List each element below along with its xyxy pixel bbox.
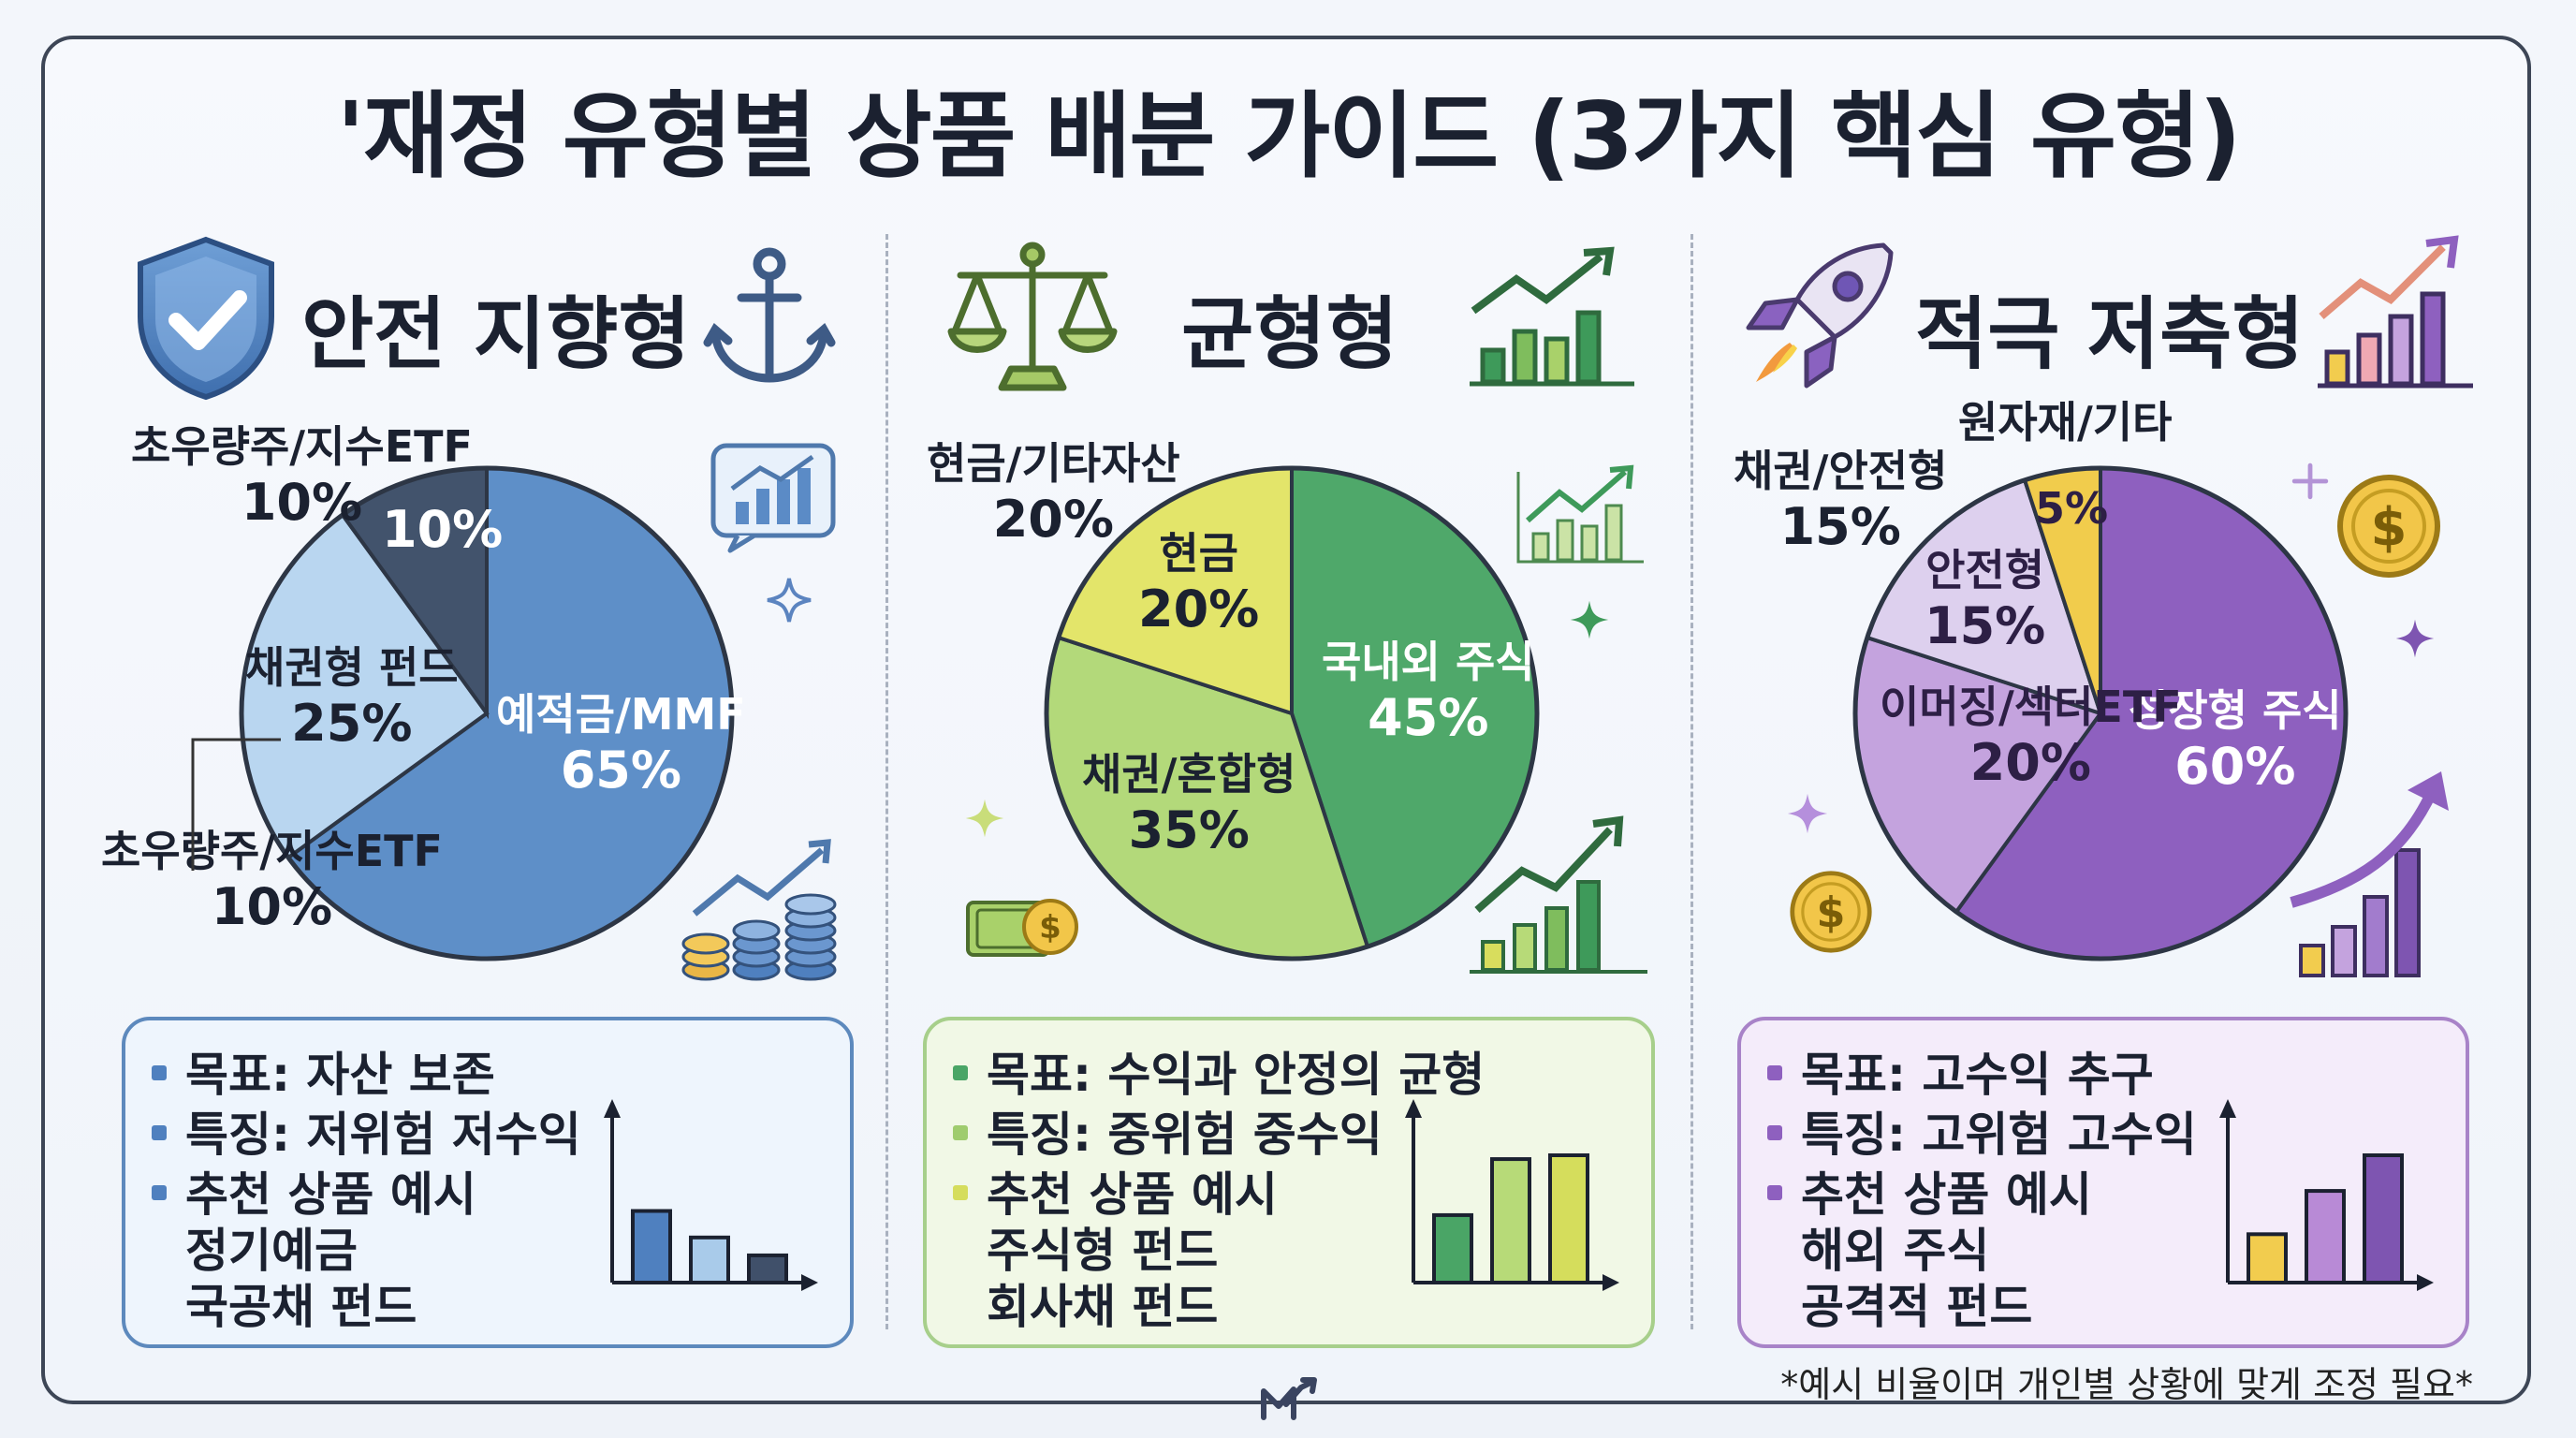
safe-mini-bar-0 [631,1209,672,1284]
growth-arrow-bars-icon [2290,771,2449,977]
balanced-pie-chart [1044,465,1540,961]
balanced-mini-bar-0 [1432,1212,1473,1284]
page-title: '재정 유형별 상품 배분 가이드 (3가지 핵심 유형) [336,81,2241,191]
aggressive-outer-label-commodity: 원자재/기타 [1958,397,2173,448]
aggressive-product-1: 해외 주식 [1801,1224,1990,1278]
balanced-feature: 특징: 중위험 중수익 [953,1097,1383,1165]
safe-goal: 목표: 자산 보존 [152,1037,495,1105]
safe-recommend: 추천 상품 예시 [152,1157,476,1225]
footnote: *예시 비율이며 개인별 상황에 맞게 조정 필요* [1780,1364,2473,1405]
safe-product-1: 정기예금 [185,1224,358,1278]
column-divider-1 [886,234,888,1329]
safe-mini-bar-chart [604,1099,818,1291]
balanced-product-2: 회사채 펀드 [987,1280,1219,1334]
growth-bars-icon [1470,815,1647,974]
growth-chart-small-icon [1516,464,1644,564]
balanced-mini-axis-arrow-y [1405,1099,1422,1118]
safe-mini-bar-2 [747,1253,788,1284]
rocket-icon [1746,242,1894,389]
safe-outer-label-bottom: 초우량주/지수ETF 10% [101,826,443,937]
aggressive-slice-label-growth: 성장형 주식 60% [2129,685,2342,797]
aggressive-heading: 적극 저축형 [1915,288,2305,380]
aggressive-slice-label-emerging: 이머징/섹터ETF 20% [1880,682,2182,793]
balanced-outer-label: 현금/기타자산 20% [927,438,1180,550]
sparkle-icon [767,578,812,623]
aggressive-mini-axis-arrow-y [2219,1099,2236,1118]
safe-pie-outline [239,465,735,961]
aggressive-mini-bar-chart [2219,1099,2434,1291]
balanced-mini-bar-1 [1490,1157,1531,1284]
safe-mini-axis-arrow-x [801,1274,818,1291]
growth-chart-icon [2318,235,2473,389]
aggressive-mini-bar-1 [2305,1189,2346,1284]
coin-stack-icon [681,839,837,981]
balanced-slice-label-stock: 국내외 주식 45% [1322,637,1535,748]
safe-info-panel: 목표: 자산 보존 특징: 저위험 저수익 추천 상품 예시 정기예금 국공채 … [122,1017,854,1348]
safe-feature: 특징: 저위험 저수익 [152,1097,581,1165]
balanced-info-panel: 목표: 수익과 안정의 균형 특징: 중위험 중수익 추천 상품 예시 주식형 … [923,1017,1655,1348]
sparkle-icon [1570,600,1609,639]
balanced-pie-outline [1044,465,1540,961]
aggressive-recommend: 추천 상품 예시 [1767,1157,2092,1225]
balanced-slice-label-bond: 채권/혼합형 35% [1082,749,1296,860]
aggressive-pie-chart [1852,465,2349,961]
balanced-goal: 목표: 수익과 안정의 균형 [953,1037,1485,1105]
aggressive-mini-bar-0 [2247,1232,2288,1285]
aggressive-mini-bar-2 [2363,1153,2404,1284]
balanced-recommend: 추천 상품 예시 [953,1157,1278,1225]
column-divider-2 [1690,234,1693,1329]
sparkle-icon [965,799,1004,838]
balanced-heading: 균형형 [1181,288,1398,380]
safe-slice-label-stock: 10% [382,500,504,559]
logo-icon [1261,1377,1317,1420]
safe-slice-label-bond: 채권형 펀드 25% [245,642,459,754]
safe-leader-line [191,738,281,871]
aggressive-pie-outline [1852,465,2349,961]
dollar-coin-icon: $ [2337,475,2440,578]
aggressive-feature: 특징: 고위험 고수익 [1767,1097,2197,1165]
growth-chart-icon [1470,246,1634,387]
sparkle-icon [2395,619,2435,658]
balanced-slice-label-cash: 현금 20% [1138,528,1260,639]
growth-chart-bubble-icon [710,443,836,553]
svg-text:$: $ [2371,497,2408,558]
safe-pie-chart [239,465,735,961]
aggressive-outer-label-bond: 채권/안전형 15% [1734,446,1948,557]
anchor-icon [703,247,836,383]
shield-check-icon [138,236,274,401]
balanced-mini-bar-chart [1405,1099,1619,1291]
balanced-mini-axis-arrow-x [1603,1274,1619,1291]
safe-mini-axis-arrow-y [604,1099,621,1118]
aggressive-info-panel: 목표: 고수익 추구 특징: 고위험 고수익 추천 상품 예시 해외 주식 공격… [1737,1017,2469,1348]
balanced-product-1: 주식형 펀드 [987,1224,1219,1278]
safe-outer-label-top: 초우량주/지수ETF 10% [131,421,473,533]
cash-icon: $ [966,899,1078,957]
aggressive-slice-label-safe: 안전형 15% [1925,545,2046,656]
dollar-coin-icon: $ [1790,871,1872,953]
aggressive-slice-label-commodity: 5% [2035,483,2109,534]
scale-icon [947,242,1118,391]
sparkle-icon [1787,793,1828,834]
aggressive-mini-axis-arrow-x [2417,1274,2434,1291]
balanced-mini-bar-2 [1548,1153,1589,1284]
svg-text:$: $ [1039,909,1061,946]
safe-mini-bar-1 [689,1235,730,1284]
sparkle-icon [2291,462,2329,500]
safe-heading: 안전 지향형 [301,288,691,380]
aggressive-goal: 목표: 고수익 추구 [1767,1037,2154,1105]
aggressive-product-2: 공격적 펀드 [1801,1280,2033,1334]
svg-text:$: $ [1817,889,1846,937]
safe-product-2: 국공채 펀드 [185,1280,417,1334]
safe-slice-label-deposit: 예적금/MMF 65% [496,689,746,800]
